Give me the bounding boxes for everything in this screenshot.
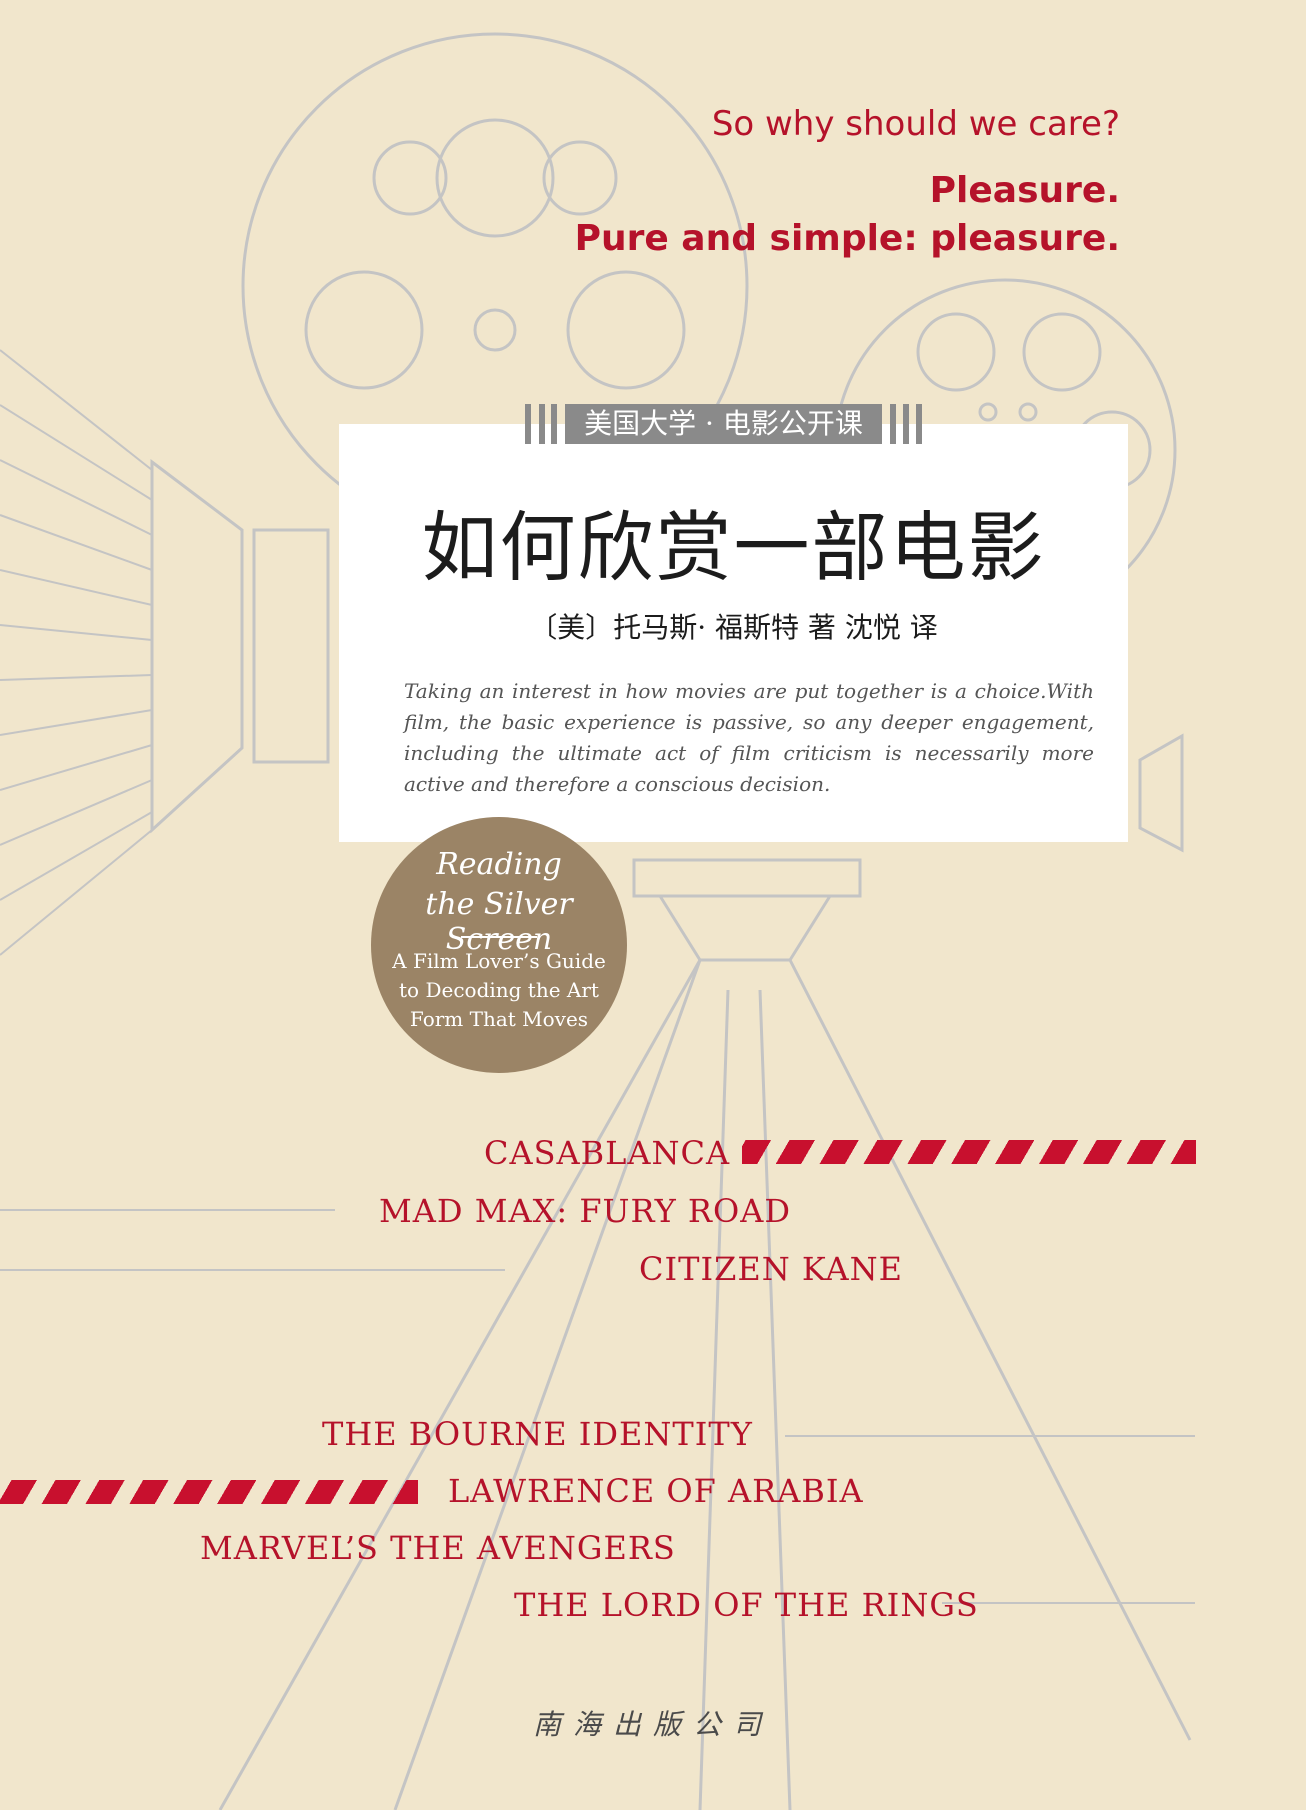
tripod-bracket <box>658 895 832 962</box>
hazard-stripe-top <box>742 1140 1196 1164</box>
badge-subtitle: A Film Lover’s Guide to Decoding the Art… <box>392 949 606 1031</box>
film-title: CITIZEN KANE <box>639 1250 903 1288</box>
badge-title-line-1: Reading <box>436 847 562 882</box>
badge-title-line-2: the Silver Screen <box>425 887 573 957</box>
film-title: THE LORD OF THE RINGS <box>514 1586 979 1624</box>
film-title: LAWRENCE OF ARABIA <box>448 1472 864 1510</box>
small-reel-hole <box>1022 312 1102 392</box>
series-label: 美国大学 · 电影公开课 <box>565 404 882 444</box>
light-ray <box>0 404 153 501</box>
light-ray <box>0 829 153 956</box>
light-ray <box>0 674 153 681</box>
tagline-answer-2: Pure and simple: pleasure. <box>574 218 1120 259</box>
tripod-head <box>632 858 862 898</box>
large-reel-hole <box>566 270 686 390</box>
light-ray <box>0 779 153 846</box>
banner-stripe <box>890 404 896 444</box>
light-ray <box>0 744 153 791</box>
light-ray <box>0 569 153 606</box>
banner-stripe <box>916 404 922 444</box>
small-reel-hub <box>1018 402 1038 422</box>
author-line: 〔美〕托马斯· 福斯特 著 沈悦 译 <box>529 611 938 644</box>
tripod-leg <box>758 989 792 1810</box>
banner-stripe <box>903 404 909 444</box>
tagline-answer-1: Pleasure. <box>929 170 1120 211</box>
film-title: CASABLANCA <box>484 1134 731 1172</box>
publisher-logo: 南海出版公司 <box>532 1708 773 1741</box>
tripod-leg <box>788 959 1192 1741</box>
tagline-question: So why should we care? <box>711 104 1120 144</box>
light-ray <box>0 459 153 536</box>
large-reel-hub <box>473 308 517 352</box>
film-title: MAD MAX: FURY ROAD <box>379 1192 791 1230</box>
film-title: MARVEL’S THE AVENGERS <box>200 1529 676 1567</box>
light-ray <box>0 349 153 471</box>
film-title: THE BOURNE IDENTITY <box>322 1415 753 1453</box>
projector-lens <box>150 458 244 834</box>
light-ray <box>0 811 153 901</box>
banner-stripe <box>539 404 545 444</box>
large-reel-hole <box>435 118 555 238</box>
large-reel-hole <box>542 140 618 216</box>
projector-body-edge <box>252 528 330 764</box>
blurb-text: Taking an interest in how movies are put… <box>404 679 1094 796</box>
small-reel-hub <box>978 402 998 422</box>
series-banner: 美国大学 · 电影公开课 <box>525 404 922 444</box>
tripod-leg <box>218 959 702 1810</box>
large-reel-hole <box>372 140 448 216</box>
title-panel <box>339 424 1128 842</box>
tripod-leg <box>393 959 702 1810</box>
hazard-stripe-bottom <box>0 1480 418 1504</box>
projector-rear <box>1138 733 1184 853</box>
light-ray <box>0 514 153 571</box>
large-reel-hole <box>304 270 424 390</box>
light-ray <box>0 709 153 736</box>
light-ray <box>0 624 153 641</box>
small-reel-hole <box>916 312 996 392</box>
book-title: 如何欣赏一部电影 <box>421 503 1046 592</box>
banner-stripe <box>525 404 531 444</box>
english-title-badge: Reading the Silver Screen A Film Lover’s… <box>371 817 627 1073</box>
tripod-leg <box>698 989 730 1810</box>
badge-rule <box>461 936 537 938</box>
banner-stripe <box>551 404 557 444</box>
